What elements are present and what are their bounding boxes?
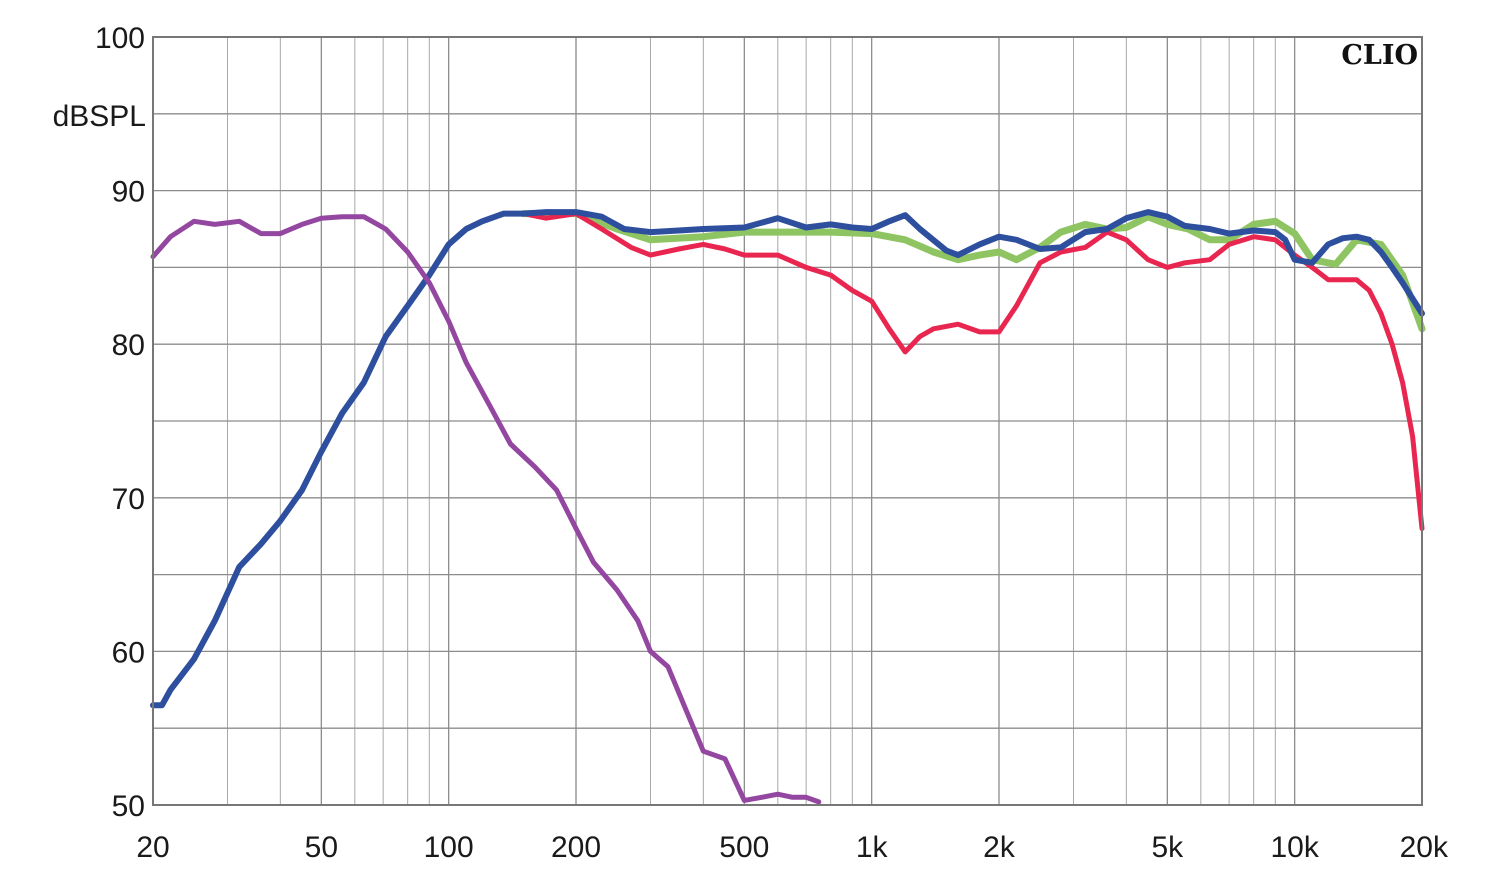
x-tick-label: 100 bbox=[424, 831, 474, 864]
y-axis: 50 60 70 80 90 100 bbox=[95, 22, 145, 823]
y-axis-unit-label: dBSPL bbox=[53, 100, 146, 133]
plot-frame bbox=[152, 36, 1423, 806]
y-tick-label: 80 bbox=[112, 329, 145, 362]
series-line-1 bbox=[519, 210, 1426, 333]
x-tick-label: 20 bbox=[136, 831, 169, 864]
series-line-3 bbox=[150, 209, 1425, 709]
series-group bbox=[150, 209, 1426, 805]
series-line-2 bbox=[520, 211, 1425, 531]
x-tick-label: 1k bbox=[856, 831, 889, 864]
y-tick-label: 70 bbox=[112, 483, 145, 516]
x-tick-label: 200 bbox=[551, 831, 601, 864]
y-tick-label: 90 bbox=[112, 176, 145, 209]
x-tick-label: 500 bbox=[719, 831, 769, 864]
x-tick-label: 2k bbox=[983, 831, 1016, 864]
x-tick-label: 20k bbox=[1400, 831, 1449, 864]
x-axis: 20 50 100 200 500 1k 2k 5k 10k 20k bbox=[136, 831, 1449, 864]
y-tick-label: 60 bbox=[112, 636, 145, 669]
y-tick-label: 50 bbox=[112, 790, 145, 823]
x-tick-label: 10k bbox=[1270, 831, 1319, 864]
x-tick-label: 50 bbox=[305, 831, 338, 864]
grid bbox=[153, 37, 1422, 805]
series-line-4 bbox=[150, 214, 822, 805]
x-tick-label: 5k bbox=[1151, 831, 1184, 864]
y-tick-label: 100 bbox=[95, 22, 145, 55]
brand-label: CLIO bbox=[1341, 40, 1418, 71]
